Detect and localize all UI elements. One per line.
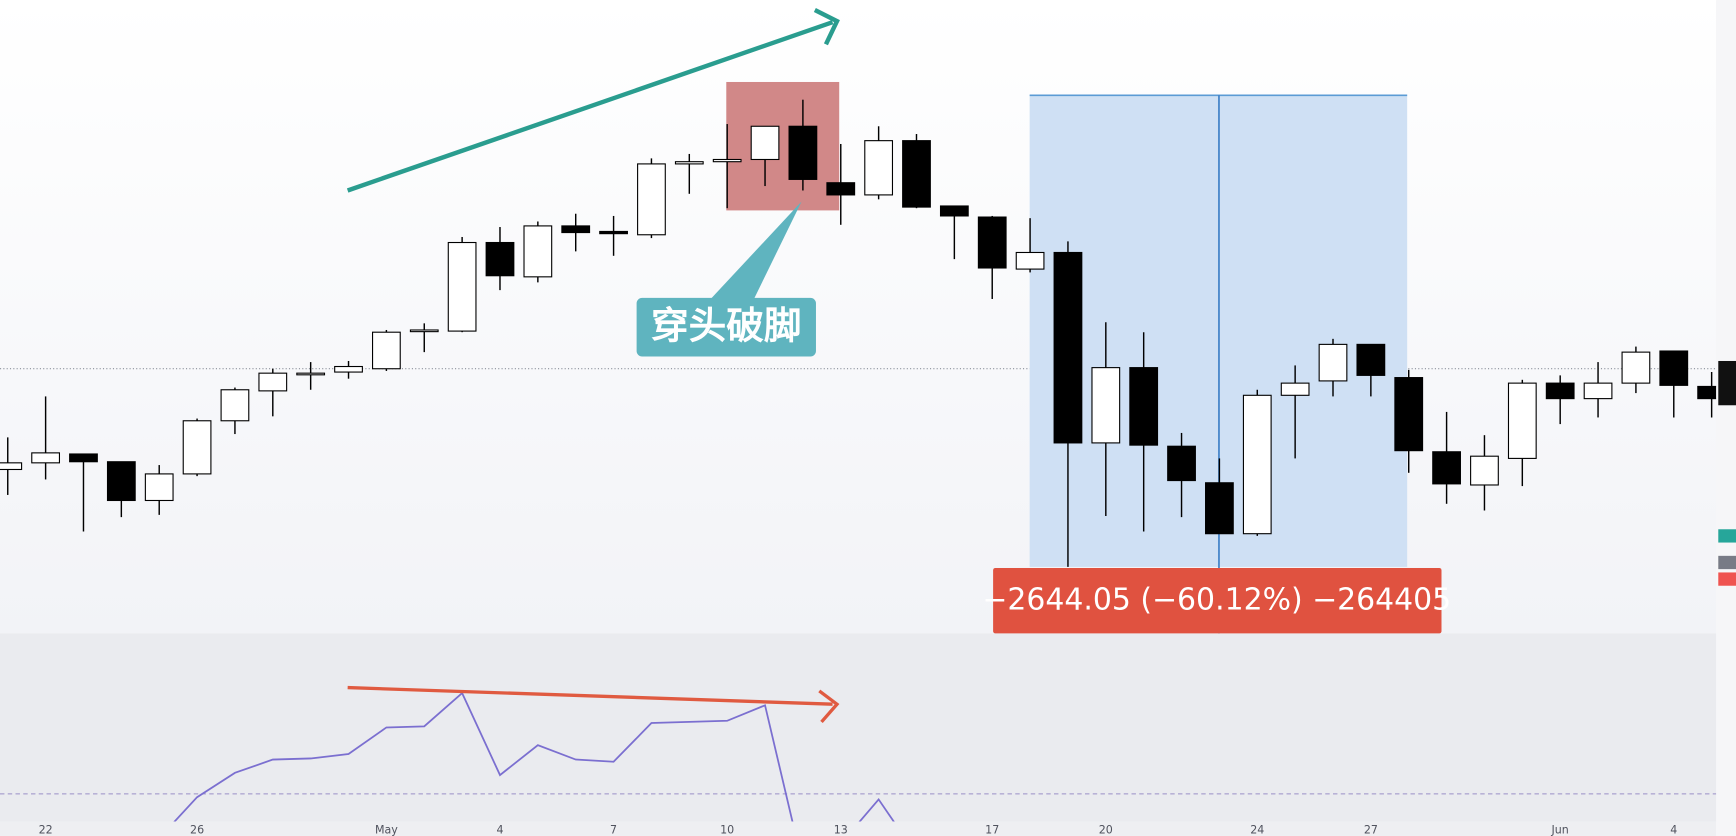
divergence-arrow [347,685,833,706]
x-tick-label: 10 [720,823,734,836]
candle-body [372,331,401,370]
candle-body [674,161,704,165]
candle-body [637,163,666,236]
indicator [173,691,895,822]
callout-pointer [708,201,802,302]
candle-body [69,453,98,463]
highlight-box [726,81,840,211]
axis-tag [1718,529,1736,543]
measure-label: −2644.05 (−60.12%) −264405 [982,583,1451,618]
candle-body [258,372,288,392]
x-tick-label: 4 [496,823,503,836]
candle-body [447,241,477,332]
candle-body [1432,451,1461,485]
candle-body [1659,350,1689,386]
price-axis [1716,0,1736,836]
divergence-arrow-head [818,689,840,724]
candle-body [977,216,1007,269]
candle-body [485,241,515,277]
x-tick-label: 17 [985,823,999,836]
candle-body [1356,343,1386,376]
candle-body [0,462,23,471]
candle-body [599,230,628,235]
candle-body [1015,251,1045,270]
axis-tag [1718,555,1736,570]
trend-arrow [346,20,834,193]
candle-body [1583,382,1613,400]
candle-body [1697,385,1717,400]
candle-body [712,158,742,163]
candle-body [1053,251,1083,444]
candle-body [864,140,894,196]
candle-body [788,125,818,180]
candle-body [826,182,856,196]
x-tick-label: 26 [190,823,204,836]
candle-body [31,452,61,464]
candle-body [334,365,363,373]
candle-body [523,225,553,278]
trend-arrow-head [813,8,840,46]
candle-body [1129,367,1159,446]
candle-body [144,473,174,502]
candle-body [1167,445,1196,482]
candle-body [409,329,439,333]
candle-body [1242,394,1272,535]
x-tick-label: 13 [834,823,848,836]
main-pane [0,0,1736,634]
callout-text: 穿头破脚 [651,303,802,347]
x-axis: 22 26 May 4 7 10 13 17 20 24 27 Jun 4 [39,823,1678,836]
candle-body [296,372,326,376]
x-tick-label: 24 [1250,823,1264,836]
x-tick-label: May [375,823,398,836]
candle-body [1091,367,1121,444]
candle-body [1470,455,1499,486]
x-tick-label: 4 [1670,823,1677,836]
candle-body [1507,382,1537,459]
x-tick-label: 7 [610,823,617,836]
candle-body [1394,377,1424,452]
candle-body [902,140,931,208]
measure-label-box [993,568,1442,634]
candles [0,99,1717,567]
candle-body [1280,382,1310,396]
candle-body [220,389,250,422]
x-tick-label: Jun [1551,823,1569,836]
candle-body [1318,343,1348,382]
candle-body [561,225,591,234]
axis-tag [1718,572,1736,586]
candle-body [1545,382,1575,400]
candle-body [939,205,969,217]
indicator-pane [0,633,1736,822]
x-tick-label: 27 [1364,823,1378,836]
x-tick-label: 22 [39,823,53,836]
time-axis [0,821,1736,836]
callout-box [636,297,816,357]
candle-body [106,461,136,502]
axis-tag [1718,360,1736,406]
candle-body [182,420,212,475]
candle-body [1205,482,1234,535]
x-tick-label: 20 [1099,823,1113,836]
indicator-line [173,691,895,822]
candle-body [750,125,780,161]
candle-body [1621,351,1651,384]
